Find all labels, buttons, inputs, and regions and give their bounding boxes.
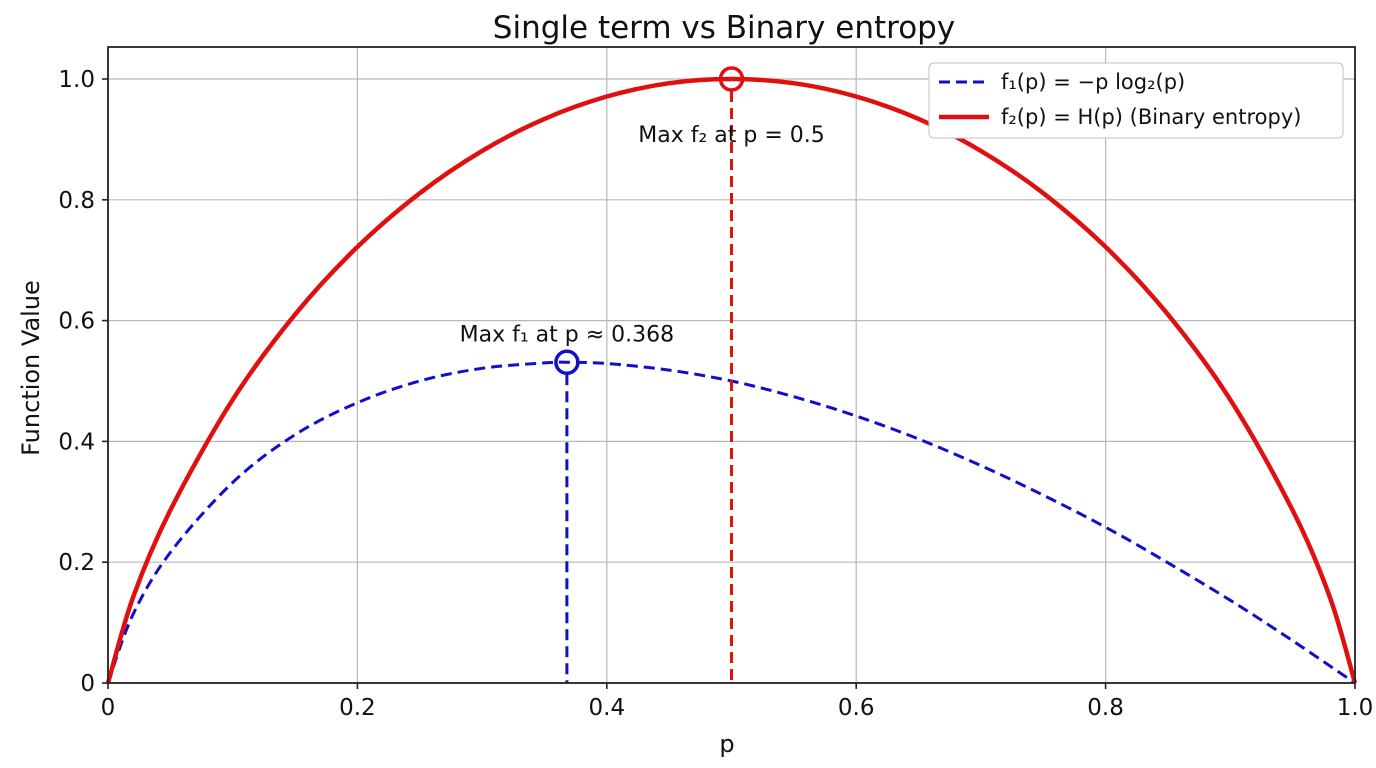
x-tick-label: 1.0 [1337, 695, 1374, 721]
series-layer [105, 76, 1358, 685]
x-tick-label: 0.6 [838, 695, 875, 721]
legend-f1-label: f₁(p) = −p log₂(p) [1001, 70, 1185, 94]
y-tick-label: 0.6 [58, 309, 95, 335]
chart-title: Single term vs Binary entropy [493, 10, 955, 46]
y-tick-label: 0.2 [58, 550, 95, 576]
series-f2-line [105, 76, 1358, 684]
legend: f₁(p) = −p log₂(p) f₂(p) = H(p) (Binary e… [928, 62, 1344, 139]
marker-layer: Max f₁ at p ≈ 0.368 Max f₂ at p = 0.5 [460, 66, 825, 683]
y-tick-label: 1.0 [58, 67, 95, 93]
y-tick-label: 0 [80, 671, 95, 697]
x-tick-label: 0.4 [589, 695, 626, 721]
f1-max-annotation: Max f₁ at p ≈ 0.368 [460, 322, 675, 347]
series-f1-line [106, 360, 1356, 685]
f2-max-annotation: Max f₂ at p = 0.5 [638, 123, 825, 148]
x-tick-label: 0.8 [1087, 695, 1124, 721]
y-axis-label: Function Value [17, 280, 45, 456]
y-tick-label: 0.8 [58, 188, 95, 214]
x-tick-label: 0 [101, 695, 116, 721]
x-tick-label: 0.2 [339, 695, 376, 721]
legend-box [928, 62, 1344, 139]
axis-ticks: 0 0.2 0.4 0.6 0.8 1.0 0 0.2 0.4 0.6 0.8 1.0 [58, 67, 1373, 721]
x-axis-label: p [719, 730, 734, 758]
plot-frame [107, 46, 1356, 684]
f1-max-marker [554, 349, 580, 376]
y-tick-label: 0.4 [58, 429, 95, 455]
f2-max-marker [718, 66, 745, 92]
legend-f2-label: f₂(p) = H(p) (Binary entropy) [1001, 105, 1301, 129]
